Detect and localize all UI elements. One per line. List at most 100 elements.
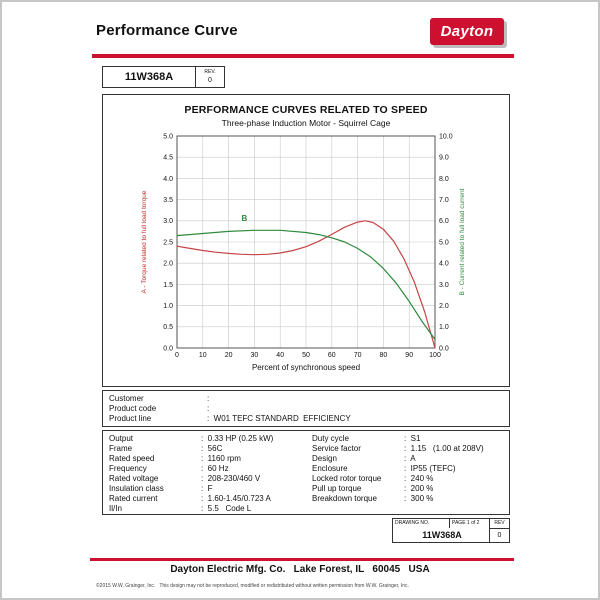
spec-value: : S1 bbox=[404, 434, 421, 443]
dayton-logo-text: Dayton bbox=[440, 23, 494, 40]
svg-text:100: 100 bbox=[429, 352, 441, 359]
rev-value: 0 bbox=[208, 76, 212, 84]
svg-text:2.0: 2.0 bbox=[163, 261, 173, 268]
spec-row: Frequency : 60 Hz bbox=[109, 464, 306, 474]
spec-label: Service factor bbox=[312, 444, 361, 453]
rev-value: 0 bbox=[489, 528, 509, 542]
spec-row: Pull up torque : 200 % bbox=[312, 484, 509, 494]
header-rule bbox=[92, 54, 514, 58]
svg-text:0.0: 0.0 bbox=[163, 345, 173, 352]
svg-text:4.0: 4.0 bbox=[163, 176, 173, 183]
info-label: Customer bbox=[109, 394, 144, 403]
svg-text:6.0: 6.0 bbox=[439, 218, 449, 225]
spec-label: Frequency bbox=[109, 464, 147, 473]
spec-row: Breakdown torque : 300 % bbox=[312, 494, 509, 504]
svg-text:5.0: 5.0 bbox=[439, 239, 449, 246]
svg-text:3.5: 3.5 bbox=[163, 197, 173, 204]
spec-value: : 5.5 Code L bbox=[201, 504, 252, 513]
svg-text:0.0: 0.0 bbox=[439, 345, 449, 352]
rev-label: REV. bbox=[204, 69, 216, 76]
spec-value: : 60 Hz bbox=[201, 464, 229, 473]
svg-text:0.5: 0.5 bbox=[163, 324, 173, 331]
spec-label: Breakdown torque bbox=[312, 494, 377, 503]
spec-label: Rated voltage bbox=[109, 474, 159, 483]
model-number: 11W368A bbox=[103, 67, 196, 87]
spec-row: Service factor : 1.15 (1.00 at 208V) bbox=[312, 444, 509, 454]
svg-text:1.0: 1.0 bbox=[163, 303, 173, 310]
svg-text:50: 50 bbox=[302, 352, 310, 359]
svg-text:Percent of synchronous speed: Percent of synchronous speed bbox=[252, 363, 360, 372]
spec-value: : 1160 rpm bbox=[201, 454, 241, 463]
footer-copyright: ©2015 W.W. Grainger, Inc. This design ma… bbox=[96, 583, 409, 589]
drawing-no-label: DRAWING NO. bbox=[395, 520, 430, 526]
svg-text:80: 80 bbox=[380, 352, 388, 359]
spec-value: : 0.33 HP (0.25 kW) bbox=[201, 434, 274, 443]
rev-label: REV bbox=[489, 519, 509, 528]
info-value: : bbox=[207, 394, 210, 403]
spec-value: : 300 % bbox=[404, 494, 434, 503]
svg-text:5.0: 5.0 bbox=[163, 133, 173, 140]
specs-column-right: Duty cycle : S1 Service factor : 1.15 (1… bbox=[306, 434, 509, 514]
svg-text:7.0: 7.0 bbox=[439, 197, 449, 204]
spec-value: : IP55 (TEFC) bbox=[404, 464, 456, 473]
svg-text:1.5: 1.5 bbox=[163, 282, 173, 289]
spec-row: Rated voltage : 208-230/460 V bbox=[109, 474, 306, 484]
info-value: : W01 TEFC STANDARD EFFICIENCY bbox=[207, 414, 351, 423]
info-label: Product line bbox=[109, 414, 152, 423]
spec-value: : 240 % bbox=[404, 474, 434, 483]
spec-label: Rated current bbox=[109, 494, 158, 503]
chart-title: PERFORMANCE CURVES RELATED TO SPEED bbox=[184, 104, 428, 116]
svg-text:9.0: 9.0 bbox=[439, 155, 449, 162]
spec-value: : 1.60-1.45/0.723 A bbox=[201, 494, 271, 503]
info-row: Product code : bbox=[109, 404, 509, 414]
spec-label: Il/In bbox=[109, 504, 122, 513]
performance-chart-section: PERFORMANCE CURVES RELATED TO SPEED Thre… bbox=[102, 94, 510, 387]
svg-text:2.0: 2.0 bbox=[439, 303, 449, 310]
specifications-box: Output : 0.33 HP (0.25 kW) Frame : 56C R… bbox=[102, 430, 510, 515]
spec-row: Rated current : 1.60-1.45/0.723 A bbox=[109, 494, 306, 504]
svg-text:0: 0 bbox=[175, 352, 179, 359]
svg-text:B - Current related to full lo: B - Current related to full load current bbox=[459, 188, 466, 295]
svg-text:70: 70 bbox=[354, 352, 362, 359]
svg-text:10: 10 bbox=[199, 352, 207, 359]
spec-row: Duty cycle : S1 bbox=[312, 434, 509, 444]
info-row: Customer : bbox=[109, 394, 509, 404]
footer-rule bbox=[90, 558, 514, 561]
info-label: Product code bbox=[109, 404, 157, 413]
spec-label: Locked rotor torque bbox=[312, 474, 382, 483]
performance-chart: 0 10 20 30 40 50 60 70 80 90 1000.00.51.01.52.02.5… bbox=[141, 133, 466, 372]
spec-row: Insulation class : F bbox=[109, 484, 306, 494]
page-number: PAGE 1 of 2 bbox=[449, 519, 489, 528]
title-block: DRAWING NO. PAGE 1 of 2 REV 11W368A 0 bbox=[392, 518, 510, 543]
spec-value: : 200 % bbox=[404, 484, 434, 493]
info-row: Product line : W01 TEFC STANDARD EFFICIE… bbox=[109, 414, 509, 424]
model-rev-cell: REV. 0 bbox=[196, 67, 224, 87]
specs-column-left: Output : 0.33 HP (0.25 kW) Frame : 56C R… bbox=[103, 434, 306, 514]
spec-label: Insulation class bbox=[109, 484, 164, 493]
spec-value: : F bbox=[201, 484, 213, 493]
svg-text:30: 30 bbox=[251, 352, 259, 359]
chart-subtitle: Three-phase Induction Motor - Squirrel C… bbox=[221, 118, 391, 128]
dayton-logo: Dayton bbox=[430, 18, 504, 45]
svg-text:2.5: 2.5 bbox=[163, 239, 173, 246]
spec-label: Design bbox=[312, 454, 337, 463]
spec-row: Frame : 56C bbox=[109, 444, 306, 454]
svg-text:90: 90 bbox=[405, 352, 413, 359]
svg-text:B: B bbox=[242, 214, 248, 223]
footer-company: Dayton Electric Mfg. Co. Lake Forest, IL… bbox=[170, 564, 430, 575]
svg-text:60: 60 bbox=[328, 352, 336, 359]
svg-text:20: 20 bbox=[225, 352, 233, 359]
svg-text:A - Torque related to full loa: A - Torque related to full load torque bbox=[141, 190, 148, 293]
spec-label: Enclosure bbox=[312, 464, 348, 473]
spec-label: Frame bbox=[109, 444, 133, 453]
spec-row: Output : 0.33 HP (0.25 kW) bbox=[109, 434, 306, 444]
info-value: : bbox=[207, 404, 210, 413]
spec-value: : A bbox=[404, 454, 416, 463]
spec-value: : 56C bbox=[201, 444, 223, 453]
spec-label: Duty cycle bbox=[312, 434, 349, 443]
svg-text:4.5: 4.5 bbox=[163, 155, 173, 162]
svg-text:10.0: 10.0 bbox=[439, 133, 453, 140]
spec-value: : 208-230/460 V bbox=[201, 474, 261, 483]
svg-text:4.0: 4.0 bbox=[439, 261, 449, 268]
